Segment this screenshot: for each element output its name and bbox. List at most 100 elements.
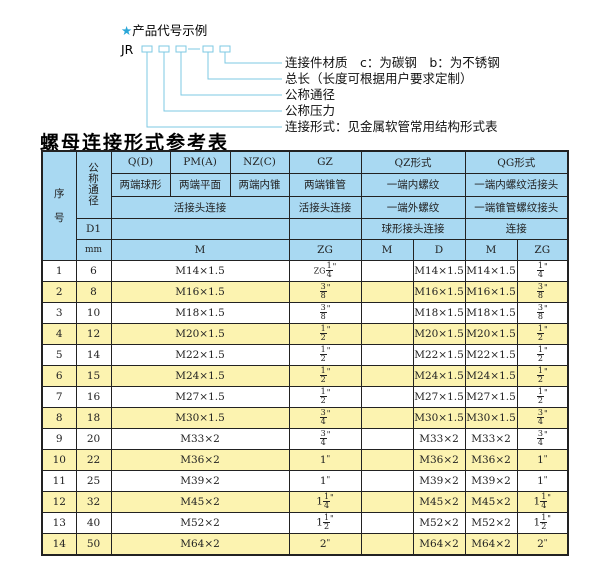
- cell-qz-d: M30×1.5: [412, 406, 466, 429]
- blank: [288, 217, 362, 240]
- cell-qz-d: M27×1.5: [412, 385, 466, 408]
- qd-desc: 两端球形: [110, 172, 171, 197]
- example-title-text: 产品代号示例: [132, 23, 208, 38]
- cell-qg-zg: 1 1 4 ": [516, 490, 569, 513]
- example-title: ★产品代号示例: [121, 20, 207, 39]
- label-pressure: 公称压力: [285, 103, 336, 118]
- cell-qz-m: [360, 364, 414, 387]
- qg-desc1: 一端内螺纹活接头: [464, 172, 569, 197]
- header-zg: ZG: [288, 238, 362, 261]
- cell-zg: 3 8 ": [288, 301, 362, 324]
- table-row: 9 20 M33×2 3 4 " M33×2 M33×2 3 4 ": [41, 427, 569, 450]
- qg-desc2: 一端锥管螺纹接头: [464, 195, 569, 219]
- cell-no: 11: [41, 469, 77, 492]
- cell-no: 14: [41, 532, 77, 555]
- cell-dn: 8: [75, 280, 112, 303]
- cell-m: M45×2: [110, 490, 290, 513]
- cell-dn: 20: [75, 427, 112, 450]
- cell-no: 7: [41, 385, 77, 408]
- cell-dn: 16: [75, 385, 112, 408]
- gz-desc: 两端锥管: [288, 172, 362, 197]
- cell-zg: 3 8 ": [288, 280, 362, 303]
- qz-desc2: 一端外螺纹: [360, 195, 466, 219]
- cell-qg-m: M64×2: [464, 532, 518, 555]
- cell-m: M27×1.5: [110, 385, 290, 408]
- cell-dn: 50: [75, 532, 112, 555]
- cell-dn: 6: [75, 259, 112, 282]
- cell-qz-d: M36×2: [412, 448, 466, 471]
- table-row: 8 18 M30×1.5 3 4 " M30×1.5 M30×1.5 3 4 ": [41, 406, 569, 429]
- cell-no: 10: [41, 448, 77, 471]
- cell-no: 6: [41, 364, 77, 387]
- table-row: 6 15 M24×1.5 1 2 " M24×1.5 M24×1.5 1 2 ": [41, 364, 569, 387]
- cell-qz-m: [360, 301, 414, 324]
- qz-desc3: 球形接头连接: [360, 217, 466, 240]
- cell-dn: 15: [75, 364, 112, 387]
- cell-qg-zg: 1": [516, 448, 569, 471]
- cell-qg-zg: 1 2 ": [516, 322, 569, 345]
- cell-qg-zg: 2": [516, 532, 569, 555]
- cell-qz-m: [360, 406, 414, 429]
- table-row: 3 10 M18×1.5 3 8 " M18×1.5 M18×1.5 3 8 ": [41, 301, 569, 324]
- header-nominal: 公称通径: [75, 150, 112, 219]
- cell-zg: 1 2 ": [288, 385, 362, 408]
- header-qz-d: D: [412, 238, 466, 261]
- table-row: 11 25 M39×2 1" M39×2 M39×2 1": [41, 469, 569, 492]
- table-row: 12 32 M45×2 1 1 4 " M45×2 M45×2 1 1 4 ": [41, 490, 569, 513]
- cell-qg-m: M30×1.5: [464, 406, 518, 429]
- cell-qg-m: M36×2: [464, 448, 518, 471]
- qg-desc3: 连接: [464, 217, 569, 240]
- pm-desc: 两端平面: [169, 172, 231, 197]
- qz-desc1: 一端内螺纹: [360, 172, 466, 197]
- cell-qz-d: M39×2: [412, 469, 466, 492]
- cell-zg: 3 4 ": [288, 406, 362, 429]
- cell-m: M24×1.5: [110, 364, 290, 387]
- cell-zg: 2": [288, 532, 362, 555]
- header-d1: D1: [75, 217, 112, 240]
- header-qg-m: M: [464, 238, 518, 261]
- header-qg: QG形式: [464, 150, 569, 174]
- cell-qz-m: [360, 511, 414, 534]
- cell-m: M52×2: [110, 511, 290, 534]
- cell-qz-d: M14×1.5: [412, 259, 466, 282]
- cell-m: M39×2: [110, 469, 290, 492]
- cell-qg-m: M16×1.5: [464, 280, 518, 303]
- label-connection: 连接形式：见金属软管常用结构形式表: [285, 119, 498, 134]
- cell-zg: 1 2 ": [288, 364, 362, 387]
- table-row: 5 14 M22×1.5 1 2 " M22×1.5 M22×1.5 1 2 ": [41, 343, 569, 366]
- cell-zg: ZG 1 4 ": [288, 259, 362, 282]
- cell-qg-m: M27×1.5: [464, 385, 518, 408]
- cell-qg-zg: 3 4 ": [516, 427, 569, 450]
- header-qz-m: M: [360, 238, 414, 261]
- cell-no: 1: [41, 259, 77, 282]
- cell-dn: 22: [75, 448, 112, 471]
- cell-qg-m: M33×2: [464, 427, 518, 450]
- cell-qz-m: [360, 448, 414, 471]
- code-diagram: [141, 45, 282, 128]
- gz-conn: 活接头连接: [288, 195, 362, 219]
- cell-no: 13: [41, 511, 77, 534]
- cell-zg: 1 1 2 ": [288, 511, 362, 534]
- cell-qg-m: M45×2: [464, 490, 518, 513]
- cell-qg-zg: 3 8 ": [516, 280, 569, 303]
- cell-m: M14×1.5: [110, 259, 290, 282]
- cell-qz-d: M64×2: [412, 532, 466, 555]
- cell-qg-zg: 1 1 2 ": [516, 511, 569, 534]
- header-qd: Q(D): [110, 150, 171, 174]
- header-qz: QZ形式: [360, 150, 466, 174]
- header-seq: 序 号: [41, 150, 77, 261]
- table-row: 4 12 M20×1.5 1 2 " M20×1.5 M20×1.5 1 2 ": [41, 322, 569, 345]
- cell-qz-d: M45×2: [412, 490, 466, 513]
- header-gz: GZ: [288, 150, 362, 174]
- cell-m: M20×1.5: [110, 322, 290, 345]
- cell-qz-m: [360, 385, 414, 408]
- cell-qg-m: M24×1.5: [464, 364, 518, 387]
- cell-no: 3: [41, 301, 77, 324]
- cell-m: M16×1.5: [110, 280, 290, 303]
- cell-dn: 10: [75, 301, 112, 324]
- blank: [110, 217, 290, 240]
- cell-dn: 25: [75, 469, 112, 492]
- cell-dn: 12: [75, 322, 112, 345]
- cell-qz-m: [360, 532, 414, 555]
- cell-no: 4: [41, 322, 77, 345]
